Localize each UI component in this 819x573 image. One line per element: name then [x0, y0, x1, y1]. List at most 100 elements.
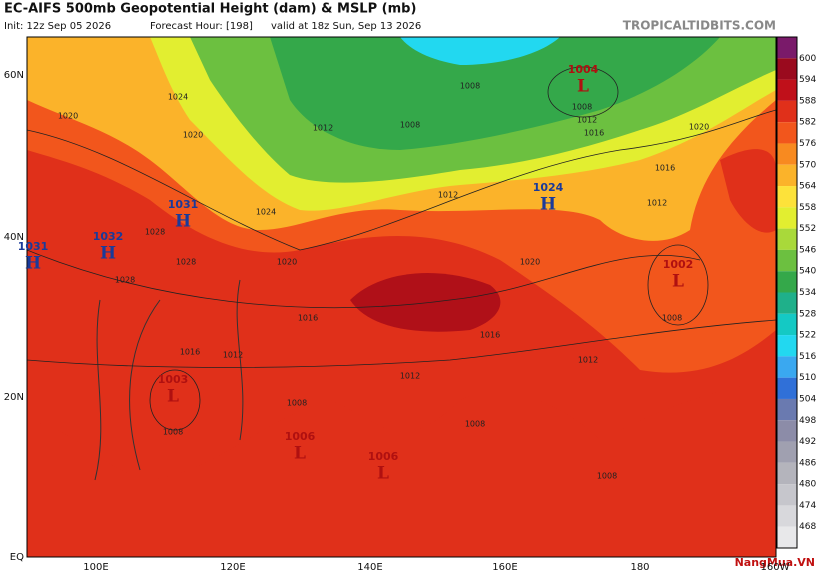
- colorbar-label: 594: [799, 75, 816, 85]
- pressure-value: 1004: [568, 63, 599, 76]
- colorbar-label: 480: [799, 480, 816, 490]
- isobar-label: 1008: [163, 428, 183, 437]
- lon-label: 180: [630, 562, 649, 573]
- isobar-label: 1020: [277, 258, 297, 267]
- lat-label: 60N: [4, 70, 24, 81]
- pressure-symbol: H: [100, 244, 116, 264]
- colorbar-cell: [777, 37, 797, 59]
- site: TROPICALTIDBITS.COM: [623, 19, 776, 33]
- pressure-symbol: L: [377, 464, 389, 484]
- isobar-label: 1008: [572, 103, 592, 112]
- colorbar-cell: [777, 505, 797, 527]
- isobar-label: 1020: [183, 131, 203, 140]
- isobar-label: 1008: [662, 314, 682, 323]
- isobar-labels: 1024 1020 1020 1024 1028 1028 1028 1020 …: [58, 82, 709, 481]
- isobar-label: 1020: [689, 123, 709, 132]
- colorbar-label: 510: [799, 373, 816, 383]
- pressure-symbol: L: [672, 272, 684, 292]
- isobar-label: 1024: [256, 208, 276, 217]
- forecast-hour: Forecast Hour: [198]: [150, 21, 253, 32]
- colorbar-label: 504: [799, 394, 816, 404]
- lon-label: 160E: [492, 562, 517, 573]
- colorbar-label: 552: [799, 224, 816, 234]
- pressure-value: 1003: [158, 373, 189, 386]
- isobar-label: 1008: [597, 472, 617, 481]
- watermark: NangMua.VN: [735, 556, 815, 569]
- isobar-label: 1020: [58, 112, 78, 121]
- colorbar-label: 588: [799, 96, 816, 106]
- colorbar-cell: [777, 58, 797, 80]
- lat-label: 20N: [4, 392, 24, 403]
- isobar-label: 1024: [168, 93, 188, 102]
- colorbar-label: 498: [799, 416, 816, 426]
- colorbar-label: 522: [799, 331, 816, 341]
- isobar-label: 1016: [180, 348, 200, 357]
- colorbar-cell: [777, 143, 797, 165]
- colorbar-cell: [777, 249, 797, 272]
- colorbar-label: 486: [799, 458, 816, 468]
- colorbar-cell: [777, 122, 797, 144]
- pressure-symbol: H: [25, 254, 41, 274]
- colorbar-cell: [777, 186, 797, 208]
- colorbar-label: 546: [799, 245, 816, 255]
- colorbar-cell: [777, 484, 797, 506]
- isobar-label: 1012: [577, 116, 597, 125]
- init: Init: 12z Sep 05 2026: [4, 21, 111, 32]
- colorbar-cell: [777, 271, 797, 293]
- isobar-label: 1012: [313, 124, 333, 133]
- colorbar-cell: [777, 462, 797, 485]
- colorbar-cell: [777, 79, 797, 101]
- colorbar-label: 570: [799, 160, 816, 170]
- colorbar-label: 576: [799, 139, 816, 149]
- colorbar-cell: [777, 100, 797, 123]
- isobar-label: 1028: [145, 228, 165, 237]
- colorbar-cell: [777, 228, 797, 250]
- pressure-symbol: L: [577, 77, 589, 97]
- isobar-label: 1008: [400, 121, 420, 130]
- map-frame: [26, 36, 777, 558]
- isobar-label: 1012: [223, 351, 243, 360]
- pressure-symbol: L: [167, 387, 179, 407]
- pressure-value: 1006: [368, 450, 399, 463]
- colorbar-cell: [777, 335, 797, 357]
- colorbar-cell: [777, 526, 797, 548]
- isobar-label: 1016: [655, 164, 675, 173]
- colorbar-label: 600: [799, 54, 816, 64]
- lon-label: 120E: [220, 562, 245, 573]
- colorbar-label: 474: [799, 501, 816, 511]
- pressure-value: 1031: [18, 240, 49, 253]
- lat-label: EQ: [10, 552, 24, 563]
- pressure-value: 1024: [533, 181, 564, 194]
- isobar-label: 1008: [287, 399, 307, 408]
- colorbar-label: 558: [799, 203, 816, 213]
- lon-label: 140E: [357, 562, 382, 573]
- pressure-value: 1032: [93, 230, 124, 243]
- colorbar-label: 516: [799, 352, 816, 362]
- pressure-symbol: L: [294, 444, 306, 464]
- pressure-value: 1006: [285, 430, 316, 443]
- colorbar-label: 534: [799, 288, 816, 298]
- pressure-value: 1031: [168, 198, 199, 211]
- valid: valid at 18z Sun, Sep 13 2026: [271, 21, 421, 32]
- height-field: [27, 37, 776, 557]
- colorbar-cell: [777, 420, 797, 442]
- lon-label: 160W: [761, 562, 790, 573]
- isobar-label: 1016: [584, 129, 604, 138]
- colorbar-label: 528: [799, 309, 816, 319]
- pressure-symbol: H: [540, 195, 556, 215]
- colorbar-cell: [777, 207, 797, 229]
- colorbar-cell: [777, 356, 797, 378]
- pressure-symbol: H: [175, 212, 191, 232]
- isobar-label: 1012: [647, 199, 667, 208]
- isobar-label: 1008: [465, 420, 485, 429]
- isobar-label: 1020: [520, 258, 540, 267]
- isobar-label: 1028: [115, 276, 135, 285]
- colorbar-cell: [777, 313, 797, 336]
- colorbar-label: 492: [799, 437, 816, 447]
- lat-label: 40N: [4, 232, 24, 243]
- isobar-label: 1028: [176, 258, 196, 267]
- isobar-label: 1012: [438, 191, 458, 200]
- colorbar-cell: [777, 441, 797, 463]
